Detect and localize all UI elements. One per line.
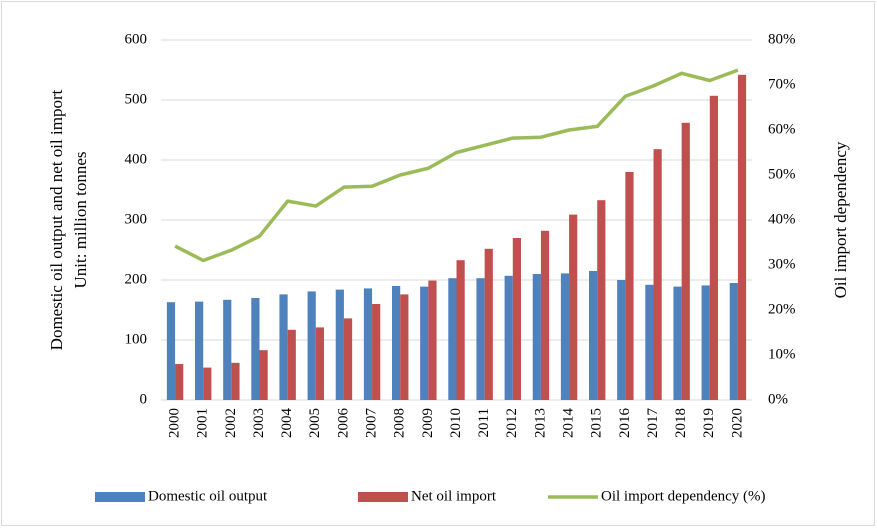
bar (448, 278, 457, 400)
y-tick-label: 500 (125, 91, 148, 107)
x-tick-label: 2015 (589, 408, 605, 438)
bar (737, 74, 747, 401)
y-axis-label: Domestic oil output and net oil import (47, 89, 66, 350)
bar (589, 271, 598, 400)
bar (681, 122, 690, 401)
bar (223, 299, 232, 400)
y-tick-label: 0 (140, 391, 148, 407)
bar (251, 298, 260, 400)
y-tick-label: 300 (125, 211, 148, 227)
legend-label: Net oil import (411, 488, 497, 504)
y2-tick-label: 60% (768, 121, 796, 137)
bar (709, 95, 718, 401)
bar (335, 289, 344, 400)
y2-tick-label: 50% (768, 166, 796, 182)
bar (512, 238, 521, 400)
y2-tick-label: 10% (768, 346, 796, 362)
y-tick-label: 600 (125, 31, 148, 47)
bar (259, 350, 268, 400)
bar (540, 230, 550, 400)
bar (203, 367, 212, 400)
x-tick-label: 2016 (617, 408, 633, 439)
x-tick-label: 2003 (251, 408, 267, 438)
x-tick-label: 2017 (645, 408, 661, 439)
x-tick-label: 2020 (729, 408, 745, 438)
bar (673, 286, 682, 400)
bar (343, 318, 353, 400)
y2-tick-label: 40% (768, 211, 796, 227)
bar (653, 149, 662, 400)
x-tick-label: 2004 (279, 408, 295, 439)
y-tick-label: 200 (125, 271, 148, 287)
bar (279, 294, 288, 400)
bar (315, 327, 324, 400)
bar (372, 304, 381, 400)
legend-label: Domestic oil output (148, 488, 268, 504)
bar (617, 280, 626, 400)
bar (560, 273, 570, 400)
bar (195, 301, 204, 400)
bar (175, 364, 184, 400)
bar (420, 286, 429, 400)
bar (532, 274, 541, 400)
bar (392, 286, 401, 400)
bar (400, 294, 409, 400)
x-tick-label: 2018 (673, 408, 689, 438)
legend-label: Oil import dependency (%) (601, 488, 766, 504)
y2-tick-label: 80% (768, 31, 796, 47)
bar (307, 291, 316, 400)
bar (363, 288, 373, 400)
x-tick-label: 2009 (420, 408, 436, 438)
bar (597, 200, 606, 400)
x-tick-label: 2005 (307, 408, 323, 438)
legend-swatch (95, 492, 145, 502)
x-tick-label: 2012 (504, 408, 520, 438)
x-tick-label: 2014 (561, 408, 577, 439)
bar (729, 283, 738, 400)
bar (231, 362, 240, 400)
bar (504, 275, 513, 400)
bar (484, 248, 493, 400)
y-tick-label: 100 (125, 331, 148, 347)
x-tick-label: 2000 (167, 408, 183, 438)
bar (701, 285, 710, 400)
bar (476, 278, 485, 400)
bar (428, 280, 437, 400)
x-tick-label: 2006 (335, 408, 351, 439)
x-tick-label: 2011 (476, 408, 492, 437)
y-tick-label: 400 (125, 151, 148, 167)
bar (645, 284, 654, 400)
x-tick-label: 2008 (392, 408, 408, 438)
bar (569, 214, 578, 400)
bar (625, 172, 634, 400)
bar (287, 329, 296, 400)
y-axis-unit: Unit: million tonnes (71, 152, 90, 289)
bar (456, 260, 465, 400)
bar (166, 302, 176, 400)
x-tick-label: 2001 (195, 408, 211, 438)
line (174, 68, 739, 263)
legend-swatch (358, 492, 408, 502)
y2-tick-label: 30% (768, 256, 796, 272)
x-tick-label: 2007 (364, 408, 380, 439)
x-tick-label: 2013 (532, 408, 548, 438)
y2-tick-label: 70% (768, 76, 796, 92)
y2-axis-label: Oil import dependency (831, 141, 850, 298)
y2-tick-label: 0% (768, 391, 788, 407)
x-tick-label: 2002 (223, 408, 239, 438)
x-tick-label: 2019 (701, 408, 717, 438)
y2-tick-label: 20% (768, 301, 796, 317)
x-tick-label: 2010 (448, 408, 464, 438)
